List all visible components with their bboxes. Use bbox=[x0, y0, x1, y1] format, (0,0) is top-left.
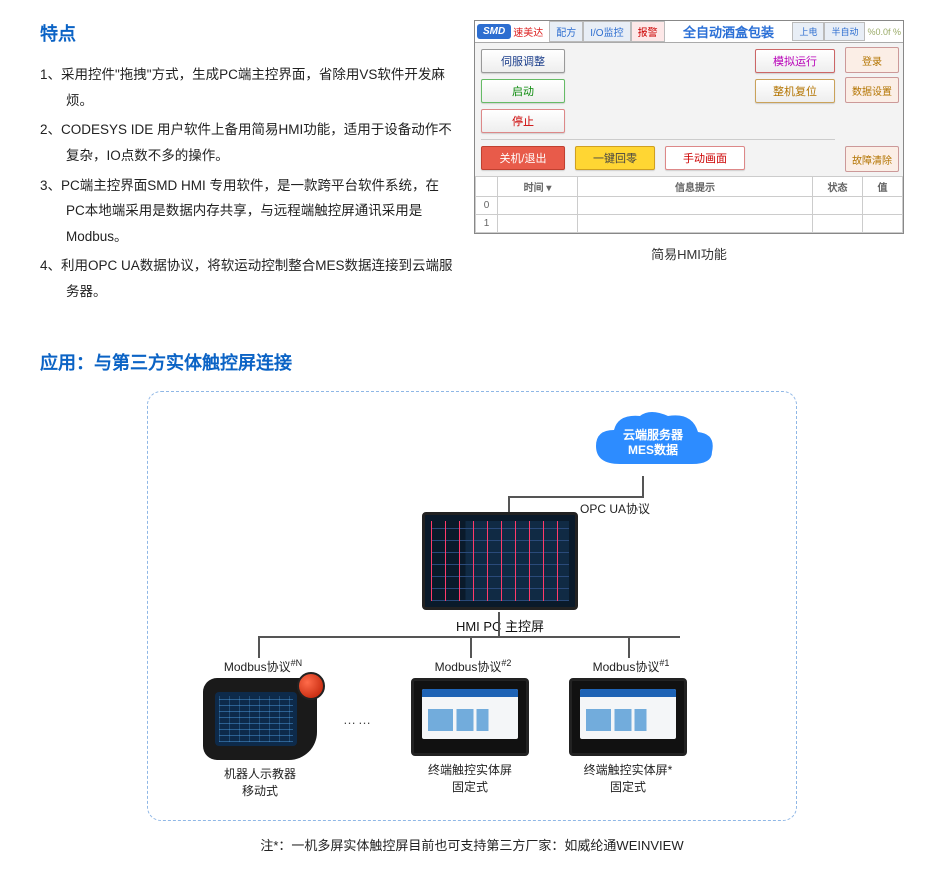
col-index bbox=[476, 177, 498, 197]
hmi-logo: SMD bbox=[477, 24, 511, 39]
touchscreen-icon bbox=[411, 678, 529, 756]
col-value: 值 bbox=[863, 177, 903, 197]
hmi-app-title: 全自动酒盒包装 bbox=[665, 22, 793, 41]
connector-line bbox=[258, 636, 680, 638]
modbus-label-1: Modbus协议#1 bbox=[576, 658, 686, 675]
teach-pendant-device: 机器人示教器 移动式 bbox=[200, 678, 320, 800]
modbus-label-2: Modbus协议#2 bbox=[418, 658, 528, 675]
table-row: 1 bbox=[476, 215, 903, 233]
connector-line bbox=[508, 496, 574, 498]
feature-item: 2、CODESYS IDE 用户软件上备用简易HMI功能，适用于设备动作不复杂，… bbox=[40, 117, 454, 168]
hmi-pc-label: HMI PC 主控屏 bbox=[422, 616, 578, 635]
features-title: 特点 bbox=[40, 20, 454, 46]
ellipsis: …… bbox=[343, 712, 373, 727]
connector-line bbox=[498, 612, 500, 636]
manual-screen-button[interactable]: 手动画面 bbox=[665, 146, 745, 170]
cloud-server-icon: 云端服务器 MES数据 bbox=[588, 410, 718, 478]
hmi-message-table: 时间 ▾ 信息提示 状态 值 0 1 bbox=[475, 176, 903, 233]
login-button[interactable]: 登录 bbox=[845, 47, 899, 73]
hmi-tab-poweron[interactable]: 上电 bbox=[792, 22, 824, 41]
feature-item: 4、利用OPC UA数据协议，将软运动控制整合MES数据连接到云端服务器。 bbox=[40, 253, 454, 304]
fault-clear-button[interactable]: 故障清除 bbox=[845, 146, 899, 172]
hmi-tab-recipe[interactable]: 配方 bbox=[549, 21, 583, 42]
connector-line bbox=[258, 636, 260, 658]
hmi-tab-io[interactable]: I/O监控 bbox=[583, 21, 630, 42]
data-settings-button[interactable]: 数据设置 bbox=[845, 77, 899, 103]
connector-line bbox=[642, 476, 644, 496]
teach-pendant-icon bbox=[203, 678, 317, 760]
connector-line bbox=[628, 636, 630, 658]
shutdown-exit-button[interactable]: 关机/退出 bbox=[481, 146, 565, 170]
feature-item: 3、PC端主控界面SMD HMI 专用软件，是一款跨平台软件系统，在PC本地端采… bbox=[40, 173, 454, 250]
connector-line bbox=[508, 496, 510, 512]
architecture-diagram: 云端服务器 MES数据 OPC UA协议 HMI PC 主控屏 Modbus协议… bbox=[147, 391, 797, 821]
col-status: 状态 bbox=[813, 177, 863, 197]
connector-line bbox=[572, 496, 644, 498]
one-key-zero-button[interactable]: 一键回零 bbox=[575, 146, 655, 170]
row-index: 1 bbox=[476, 215, 498, 233]
opc-ua-label: OPC UA协议 bbox=[580, 500, 650, 517]
table-row: 0 bbox=[476, 197, 903, 215]
cloud-label-1: 云端服务器 bbox=[588, 428, 718, 444]
diagram-footnote: 注*：一机多屏实体触控屏目前也可支持第三方厂家：如威纶通WEINVIEW bbox=[40, 835, 904, 854]
hmi-caption: 简易HMI功能 bbox=[474, 244, 904, 263]
application-title: 应用：与第三方实体触控屏连接 bbox=[40, 349, 904, 375]
hmi-tab-semiauto[interactable]: 半自动 bbox=[824, 22, 865, 41]
hmi-percent: %0.0f % bbox=[867, 27, 901, 37]
stop-button[interactable]: 停止 bbox=[481, 109, 565, 133]
device-subcaption: 固定式 bbox=[568, 779, 688, 796]
device-subcaption: 固定式 bbox=[410, 779, 530, 796]
modbus-label-n: Modbus协议#N bbox=[208, 658, 318, 675]
servo-adjust-button[interactable]: 伺服调整 bbox=[481, 49, 565, 73]
connector-line bbox=[470, 636, 472, 658]
simulate-run-button[interactable]: 模拟运行 bbox=[755, 49, 835, 73]
row-index: 0 bbox=[476, 197, 498, 215]
device-caption: 机器人示教器 bbox=[200, 766, 320, 783]
col-time[interactable]: 时间 ▾ bbox=[498, 177, 578, 197]
features-list: 1、采用控件"拖拽"方式，生成PC端主控界面，省除用VS软件开发麻烦。 2、CO… bbox=[40, 62, 454, 305]
device-caption: 终端触控实体屏* bbox=[568, 762, 688, 779]
touchscreen-device-1: 终端触控实体屏* 固定式 bbox=[568, 678, 688, 796]
touchscreen-device-2: 终端触控实体屏 固定式 bbox=[410, 678, 530, 796]
device-caption: 终端触控实体屏 bbox=[410, 762, 530, 779]
hmi-tab-alarm[interactable]: 报警 bbox=[631, 21, 665, 42]
start-button[interactable]: 启动 bbox=[481, 79, 565, 103]
col-message: 信息提示 bbox=[578, 177, 813, 197]
hmi-pc-screen-icon bbox=[422, 512, 578, 610]
machine-reset-button[interactable]: 整机复位 bbox=[755, 79, 835, 103]
feature-item: 1、采用控件"拖拽"方式，生成PC端主控界面，省除用VS软件开发麻烦。 bbox=[40, 62, 454, 113]
hmi-brand: 速美达 bbox=[513, 24, 543, 39]
touchscreen-icon bbox=[569, 678, 687, 756]
device-subcaption: 移动式 bbox=[200, 783, 320, 800]
cloud-label-2: MES数据 bbox=[588, 443, 718, 459]
hmi-screenshot: SMD 速美达 配方 I/O监控 报警 全自动酒盒包装 上电 半自动 %0.0f… bbox=[474, 20, 904, 234]
